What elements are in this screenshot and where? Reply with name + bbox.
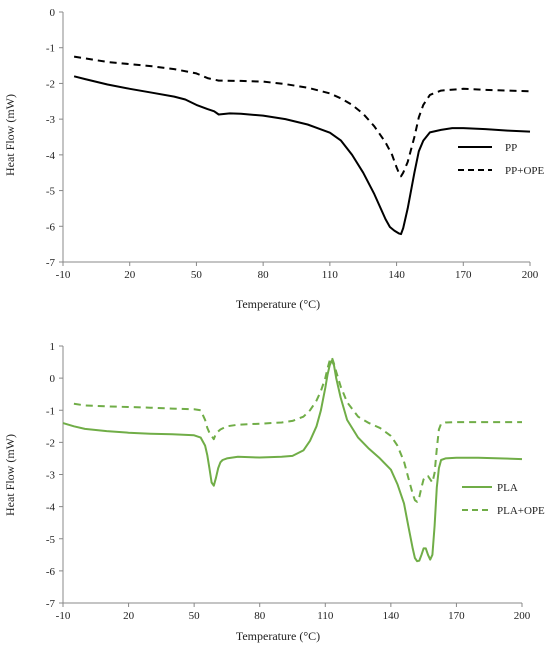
chart-pla-xtick-label: 20 — [123, 610, 135, 622]
chart-pp-ytick-label: -1 — [46, 43, 55, 55]
chart-pla-xtick-label: 50 — [189, 610, 201, 622]
chart-pp-ytick-labels: 0 -1 -2 -3 -4 -5 -6 -7 — [46, 7, 56, 269]
chart-pp: Heat Flow (mW) Temperature (°C) 0 -1 -2 -3 -… — [3, 7, 545, 311]
chart-pla-xtick-label: 200 — [514, 610, 531, 622]
chart-pp-ytick-label: -5 — [46, 186, 56, 198]
chart-pla: Heat Flow (mW) Temperature (°C) 1 0 -1 -2 -3… — [3, 341, 545, 643]
chart-pp-xtick-label: -10 — [56, 269, 71, 281]
series-line-pp — [73, 75, 531, 236]
series-line-pla — [62, 359, 523, 563]
chart-pla-xtick-label: 140 — [383, 610, 400, 622]
chart-pp-ytick-label: 0 — [50, 7, 56, 19]
chart-pp-axes — [59, 11, 531, 266]
chart-pla-ytick-label: -1 — [46, 405, 55, 417]
chart-pp-xtick-label: 50 — [191, 269, 203, 281]
chart-pp-ytick-label: -3 — [46, 114, 56, 126]
chart-pla-ytick-label: -2 — [46, 437, 55, 449]
chart-pla-ytick-label: 0 — [50, 373, 56, 385]
chart-pp-legend: PP PP+OPE — [458, 142, 545, 177]
chart-pla-ytick-label: -5 — [46, 534, 56, 546]
chart-pla-ytick-label: -4 — [46, 502, 56, 514]
chart-pla-ytick-label: -3 — [46, 470, 56, 482]
chart-pp-xtick-label: 200 — [522, 269, 539, 281]
chart-pp-ytick-label: -6 — [46, 221, 56, 233]
chart-pp-xtick-label: 170 — [455, 269, 472, 281]
chart-pla-ytick-label: -7 — [46, 598, 56, 610]
chart-pla-xtick-label: -10 — [56, 610, 71, 622]
chart-pp-xlabel: Temperature (°C) — [236, 297, 320, 311]
series-line-pp-ope — [73, 55, 531, 178]
chart-pla-series — [62, 356, 523, 563]
chart-pla-xtick-label: 170 — [448, 610, 465, 622]
chart-pla-ytick-labels: 1 0 -1 -2 -3 -4 -5 -6 -7 — [46, 341, 56, 610]
legend-label-pp-ope: PP+OPE — [505, 165, 545, 177]
chart-pp-xtick-label: 110 — [322, 269, 339, 281]
chart-pla-ylabel: Heat Flow (mW) — [3, 434, 17, 516]
chart-pla-xlabel: Temperature (°C) — [236, 629, 320, 643]
chart-pp-series — [73, 55, 531, 236]
chart-pla-xtick-labels: -10 20 50 80 110 140 170 200 — [56, 610, 531, 622]
chart-pp-xtick-labels: -10 20 50 80 110 140 170 200 — [56, 269, 539, 281]
chart-pla-axes — [59, 345, 523, 607]
chart-pp-ylabel: Heat Flow (mW) — [3, 94, 17, 176]
chart-pla-ytick-label: 1 — [50, 341, 56, 353]
chart-pp-xtick-label: 140 — [388, 269, 405, 281]
legend-label-pla-ope: PLA+OPE — [497, 505, 545, 517]
chart-pla-xtick-label: 110 — [317, 610, 334, 622]
chart-pla-xtick-label: 80 — [254, 610, 266, 622]
chart-pp-ytick-label: -7 — [46, 257, 56, 269]
chart-pp-xtick-label: 20 — [124, 269, 136, 281]
chart-pla-ytick-label: -6 — [46, 566, 56, 578]
chart-pp-ytick-label: -4 — [46, 150, 56, 162]
legend-label-pla: PLA — [497, 482, 518, 494]
legend-label-pp: PP — [505, 142, 517, 154]
chart-pp-xtick-label: 80 — [258, 269, 270, 281]
chart-pp-ytick-label: -2 — [46, 78, 55, 90]
series-line-pla-ope — [73, 356, 522, 503]
chart-pla-legend: PLA PLA+OPE — [462, 482, 545, 517]
